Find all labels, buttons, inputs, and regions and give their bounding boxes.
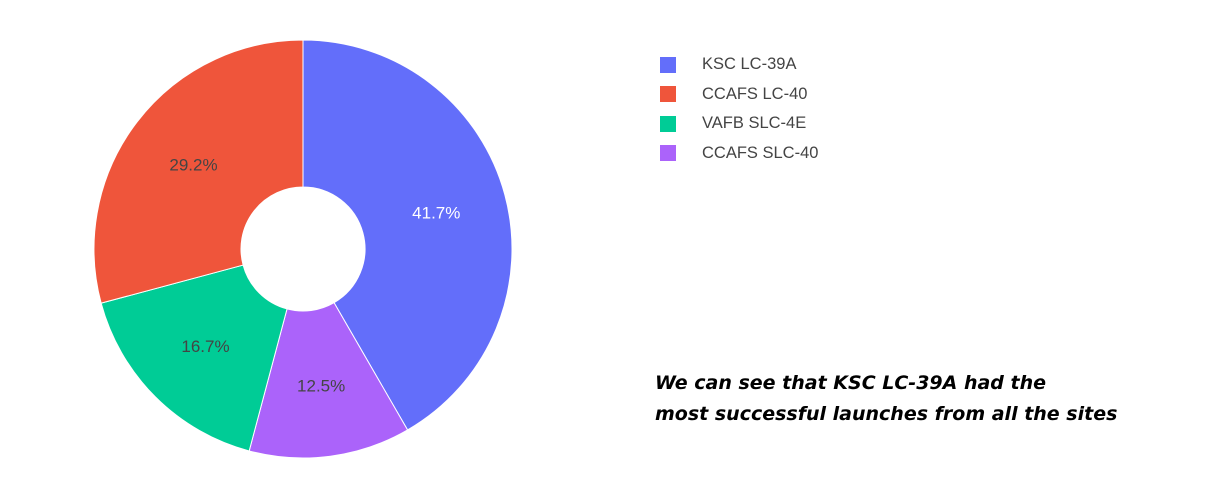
caption-line-2: most successful launches from all the si… xyxy=(655,403,1118,425)
pie-slice-vafb-slc-4e[interactable] xyxy=(100,264,288,452)
legend-item-ccafs-lc-40[interactable]: CCAFS LC-40 xyxy=(660,80,818,110)
slice-label: 16.7% xyxy=(181,337,229,356)
legend-label: KSC LC-39A xyxy=(702,55,797,74)
pie-slice-ccafs-slc-40[interactable] xyxy=(248,301,409,459)
caption-line-1: We can see that KSC LC-39A had the xyxy=(655,372,1047,394)
legend-label: CCAFS SLC-40 xyxy=(702,143,819,162)
pie-slice-ccafs-lc-40[interactable] xyxy=(93,39,304,304)
legend-swatch xyxy=(660,145,676,162)
legend-label: VAFB SLC-4E xyxy=(702,114,807,133)
legend-swatch xyxy=(660,115,676,132)
legend-swatch xyxy=(660,86,676,103)
legend-item-vafb-slc-4e[interactable]: VAFB SLC-4E xyxy=(660,109,818,139)
legend-item-ccafs-slc-40[interactable]: CCAFS SLC-40 xyxy=(660,139,818,169)
pie-slice-ksc-lc-39a[interactable] xyxy=(302,39,513,431)
chart-caption: We can see that KSC LC-39A had the most … xyxy=(655,368,1195,430)
donut-chart: 41.7% 12.5% 16.7% 29.2% xyxy=(93,39,513,459)
slice-label: 12.5% xyxy=(297,376,345,395)
legend-swatch xyxy=(660,56,676,73)
legend-label: CCAFS LC-40 xyxy=(702,84,808,103)
slice-label: 29.2% xyxy=(169,156,217,175)
legend-item-ksc-lc-39a[interactable]: KSC LC-39A xyxy=(660,50,818,80)
chart-legend: KSC LC-39A CCAFS LC-40 VAFB SLC-4E CCAFS… xyxy=(660,50,818,168)
slice-label: 41.7% xyxy=(412,204,460,223)
